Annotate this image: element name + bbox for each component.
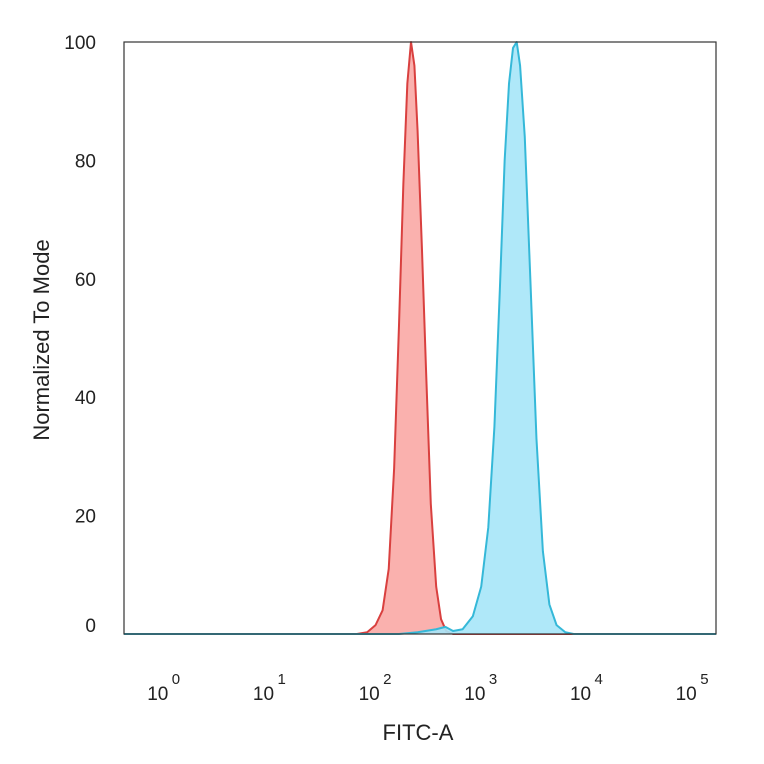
x-tick-label: 100 [147, 671, 180, 705]
x-tick-exponent: 3 [489, 671, 497, 688]
series-1-area [124, 42, 716, 634]
y-axis-label: Normalized To Mode [29, 239, 54, 440]
plot-frame [123, 41, 717, 635]
series-layer [124, 41, 716, 635]
x-tick-base: 10 [464, 684, 485, 705]
x-tick-base: 10 [147, 684, 168, 705]
x-tick-label: 101 [253, 671, 286, 705]
x-tick-base: 10 [359, 684, 380, 705]
x-tick-exponent: 1 [277, 671, 285, 688]
x-tick-label: 104 [570, 671, 603, 705]
x-tick-base: 10 [253, 684, 274, 705]
x-axis-label: FITC-A [383, 720, 454, 745]
x-tick-exponent: 2 [383, 671, 391, 688]
y-tick-label: 100 [64, 33, 96, 54]
x-tick-label: 105 [676, 671, 709, 705]
y-tick-label: 0 [85, 616, 96, 637]
y-tick-label: 20 [75, 507, 96, 528]
y-tick-label: 80 [75, 151, 96, 172]
x-tick-exponent: 5 [700, 671, 708, 688]
x-tick-label: 102 [359, 671, 392, 705]
y-tick-label: 40 [75, 388, 96, 409]
x-tick-base: 10 [570, 684, 591, 705]
y-tick-labels: 0 20 40 60 80 100 [64, 33, 96, 637]
x-tick-exponent: 0 [172, 671, 180, 688]
x-tick-base: 10 [676, 684, 697, 705]
x-tick-exponent: 4 [595, 671, 603, 688]
x-tick-label: 103 [464, 671, 497, 705]
series-2-line [124, 41, 716, 635]
y-tick-label: 60 [75, 270, 96, 291]
